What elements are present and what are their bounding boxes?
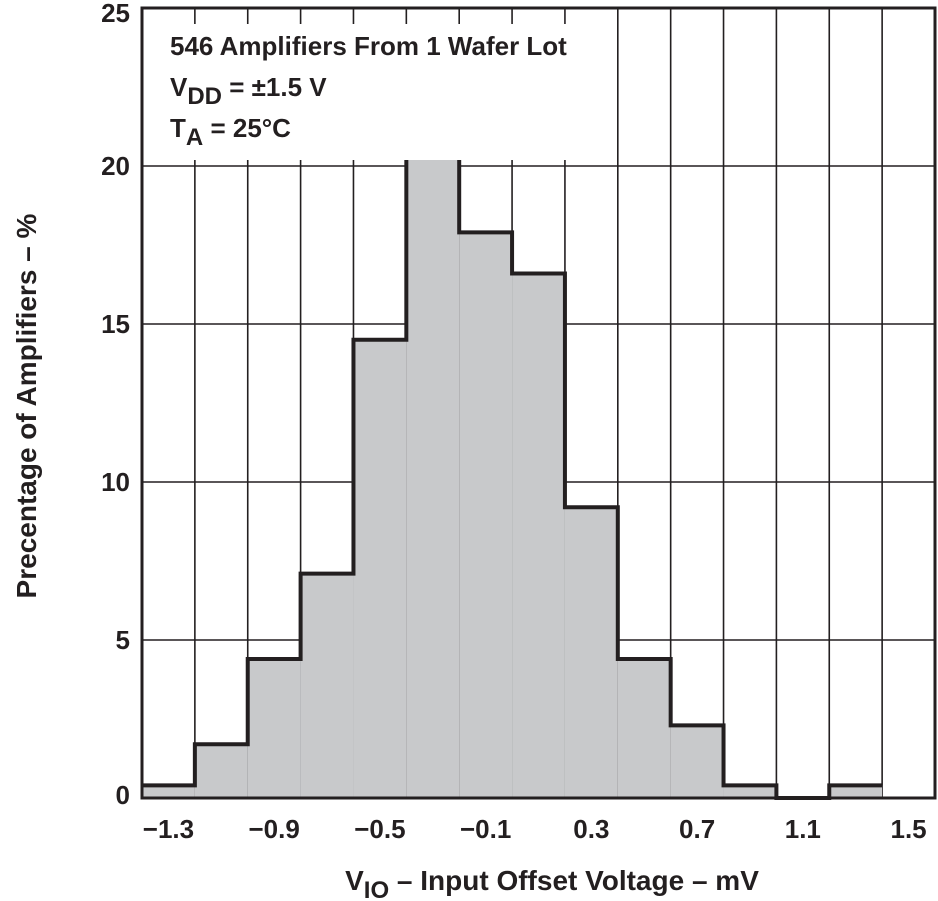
histogram-bar-7 xyxy=(512,273,565,798)
y-axis-title: Precentage of Amplifiers – % xyxy=(11,213,42,598)
annotation-temperature-value: = 25°C xyxy=(203,113,291,143)
x-tick-label-4: 0.3 xyxy=(573,814,609,844)
x-tick-label-6: 1.1 xyxy=(785,814,821,844)
histogram-bar-11 xyxy=(723,785,777,798)
annotation-sample-size: 546 Amplifiers From 1 Wafer Lot xyxy=(170,31,567,61)
histogram-bar-0 xyxy=(142,785,195,798)
x-tick-label-7: 1.5 xyxy=(890,814,926,844)
annotation-temperature: TA = 25°C xyxy=(170,113,291,151)
x-tick-label-0: −1.3 xyxy=(143,814,194,844)
y-tick-label-0: 0 xyxy=(116,780,130,810)
x-tick-label-1: −0.9 xyxy=(249,814,300,844)
y-tick-label-2: 10 xyxy=(101,467,130,497)
histogram-bar-13 xyxy=(829,785,883,798)
histogram-bars xyxy=(142,118,883,799)
histogram-bar-5 xyxy=(406,118,460,799)
x-axis-title-symbol: V xyxy=(345,865,364,896)
y-tick-label-3: 15 xyxy=(101,309,130,339)
x-tick-label-3: −0.1 xyxy=(460,814,511,844)
annotation-temperature-symbol: T xyxy=(170,113,186,143)
annotation-temperature-subscript: A xyxy=(186,124,203,151)
histogram-bar-9 xyxy=(617,658,671,798)
annotation-supply-voltage-symbol: V xyxy=(170,72,188,102)
annotation-background xyxy=(158,24,578,160)
y-axis-ticks: 0 5 10 15 20 25 xyxy=(101,0,130,810)
x-tick-label-5: 0.7 xyxy=(679,814,715,844)
histogram-bar-3 xyxy=(300,573,354,798)
annotation-supply-voltage-value: = ±1.5 V xyxy=(222,72,327,102)
y-tick-label-5: 25 xyxy=(101,0,130,28)
x-tick-label-2: −0.5 xyxy=(354,814,405,844)
histogram-bar-4 xyxy=(353,339,407,798)
histogram-bar-1 xyxy=(194,744,248,798)
y-tick-label-1: 5 xyxy=(116,625,130,655)
y-tick-label-4: 20 xyxy=(101,151,130,181)
x-axis-title: VIO – Input Offset Voltage – mV xyxy=(345,865,759,901)
x-axis-ticks: −1.3 −0.9 −0.5 −0.1 0.3 0.7 1.1 1.5 xyxy=(143,814,927,844)
plot-frame xyxy=(140,6,937,800)
histogram-outline xyxy=(142,116,883,800)
x-axis-title-text: – Input Offset Voltage – mV xyxy=(389,865,759,896)
annotation-supply-voltage-subscript: DD xyxy=(187,83,222,110)
histogram-bar-10 xyxy=(670,725,724,798)
histogram-bar-6 xyxy=(459,232,513,799)
x-axis-title-subscript: IO xyxy=(364,877,389,901)
annotation-supply-voltage: VDD = ±1.5 V xyxy=(170,72,327,110)
histogram-bar-2 xyxy=(247,658,301,798)
histogram-bar-8 xyxy=(564,507,618,798)
